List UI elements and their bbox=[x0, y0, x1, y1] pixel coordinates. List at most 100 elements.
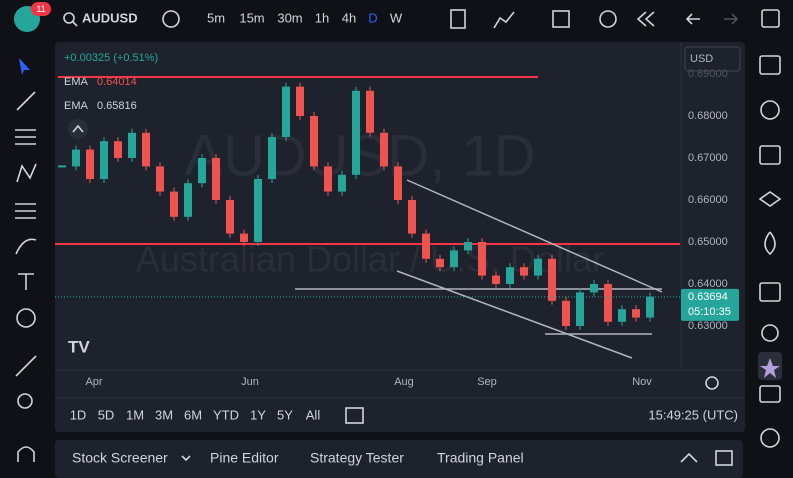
currency[interactable]: USD bbox=[690, 53, 713, 65]
price-tick-label: 0.68000 bbox=[688, 110, 728, 122]
candle bbox=[338, 174, 346, 192]
interval[interactable]: 4h bbox=[342, 10, 356, 25]
interval[interactable]: 1h bbox=[315, 10, 329, 25]
undo-icon[interactable] bbox=[685, 13, 700, 25]
tv-logo: TV bbox=[68, 337, 90, 356]
chart-panel bbox=[55, 42, 745, 432]
screener-dropdown[interactable] bbox=[181, 455, 191, 462]
maximize-panel[interactable] bbox=[715, 450, 733, 466]
alert-icon[interactable] bbox=[599, 10, 617, 28]
interval[interactable]: 5m bbox=[207, 10, 225, 25]
settings-icon[interactable] bbox=[705, 376, 719, 390]
cursor-tool[interactable] bbox=[19, 58, 30, 75]
badge-bg bbox=[31, 2, 51, 16]
magnet-tool[interactable] bbox=[17, 446, 35, 462]
candle bbox=[590, 284, 598, 293]
indicator-name: EMA bbox=[64, 76, 89, 88]
candle bbox=[72, 149, 80, 167]
prediction-tool[interactable] bbox=[15, 203, 36, 219]
clock: 15:49:25 (UTC) bbox=[648, 407, 738, 422]
range-button[interactable]: All bbox=[306, 407, 321, 422]
candle bbox=[226, 200, 234, 234]
ideas-icon[interactable] bbox=[761, 324, 779, 342]
icon-tool[interactable] bbox=[16, 308, 36, 328]
time-label: Sep bbox=[477, 376, 497, 388]
redo-icon bbox=[724, 13, 739, 25]
candle bbox=[100, 141, 108, 179]
interval[interactable]: 30m bbox=[277, 10, 302, 25]
line-tool[interactable] bbox=[16, 91, 36, 111]
candle bbox=[184, 183, 192, 217]
interval[interactable]: W bbox=[390, 10, 403, 25]
price-tick-label: 0.64000 bbox=[688, 278, 728, 290]
range-button[interactable]: 5Y bbox=[277, 407, 293, 422]
candle bbox=[58, 165, 66, 168]
interval[interactable]: D bbox=[368, 10, 377, 25]
alerts-icon[interactable] bbox=[760, 100, 780, 120]
zoom-tool[interactable] bbox=[17, 393, 33, 409]
fib-tool[interactable] bbox=[15, 129, 36, 145]
interval[interactable]: 15m bbox=[239, 10, 264, 25]
ruler-tool[interactable] bbox=[15, 355, 37, 377]
indicators-icon[interactable] bbox=[493, 11, 515, 29]
panel-tab[interactable]: Strategy Tester bbox=[310, 450, 404, 466]
candle bbox=[240, 233, 248, 242]
collapse-icon bbox=[72, 124, 84, 133]
pattern-tool[interactable] bbox=[16, 163, 37, 183]
collapse-legend[interactable] bbox=[68, 119, 88, 139]
text-tool[interactable] bbox=[18, 273, 34, 290]
candle bbox=[156, 166, 164, 192]
last-price: 0.63694 bbox=[688, 291, 728, 303]
panel-tab[interactable]: Stock Screener bbox=[72, 450, 168, 466]
time-label: Nov bbox=[632, 376, 652, 388]
range-button[interactable]: 1Y bbox=[250, 407, 266, 422]
time-label: Jun bbox=[241, 376, 259, 388]
currency-box[interactable] bbox=[684, 46, 741, 72]
date-range-icon[interactable] bbox=[345, 407, 364, 424]
ai-icon[interactable] bbox=[760, 358, 780, 378]
calendar-icon[interactable] bbox=[759, 282, 781, 302]
range-button[interactable]: 1M bbox=[126, 407, 144, 422]
data-window-icon[interactable] bbox=[759, 145, 781, 165]
candle bbox=[380, 132, 388, 167]
indicator-value: 0.64014 bbox=[97, 76, 137, 88]
collapse-panel[interactable] bbox=[680, 452, 698, 463]
streams-icon[interactable] bbox=[760, 428, 780, 448]
fullscreen-icon[interactable] bbox=[761, 9, 780, 28]
range-button[interactable]: 3M bbox=[155, 407, 173, 422]
range-button[interactable]: 5D bbox=[98, 407, 115, 422]
candle bbox=[170, 191, 178, 217]
channel-bottom[interactable] bbox=[396, 270, 633, 359]
layouts-icon[interactable] bbox=[552, 10, 570, 28]
range-button[interactable]: 6M bbox=[184, 407, 202, 422]
price-tick-label: 0.65000 bbox=[688, 236, 728, 248]
candle bbox=[422, 233, 430, 259]
range-button[interactable]: 1D bbox=[70, 407, 87, 422]
candle bbox=[478, 242, 486, 276]
candle bbox=[268, 137, 276, 179]
chat-icon[interactable] bbox=[759, 385, 781, 403]
channel-top[interactable] bbox=[406, 179, 663, 293]
change: +0.00325 (+0.51%) bbox=[64, 52, 158, 64]
range-button[interactable]: YTD bbox=[213, 407, 239, 422]
add-symbol[interactable] bbox=[162, 10, 180, 28]
candle bbox=[366, 90, 374, 133]
replay-icon[interactable] bbox=[636, 11, 655, 27]
panel-tab[interactable]: Pine Editor bbox=[210, 450, 279, 466]
badge: 11 bbox=[36, 4, 45, 14]
candle bbox=[464, 242, 472, 251]
candle bbox=[618, 309, 626, 322]
hotlist-icon[interactable] bbox=[764, 231, 776, 256]
panel-tab[interactable]: Trading Panel bbox=[437, 450, 524, 466]
candle bbox=[506, 267, 514, 284]
search-icon[interactable] bbox=[63, 12, 75, 24]
watchlist-icon[interactable] bbox=[759, 55, 781, 75]
candle bbox=[212, 158, 220, 200]
indicator-name: EMA bbox=[64, 100, 89, 112]
layers-icon[interactable] bbox=[758, 191, 782, 207]
brush-tool[interactable] bbox=[15, 238, 37, 255]
chart-type-icon[interactable] bbox=[450, 9, 466, 29]
symbol[interactable]: AUDUSD bbox=[82, 10, 138, 25]
price-tick-label: 0.66000 bbox=[688, 194, 728, 206]
